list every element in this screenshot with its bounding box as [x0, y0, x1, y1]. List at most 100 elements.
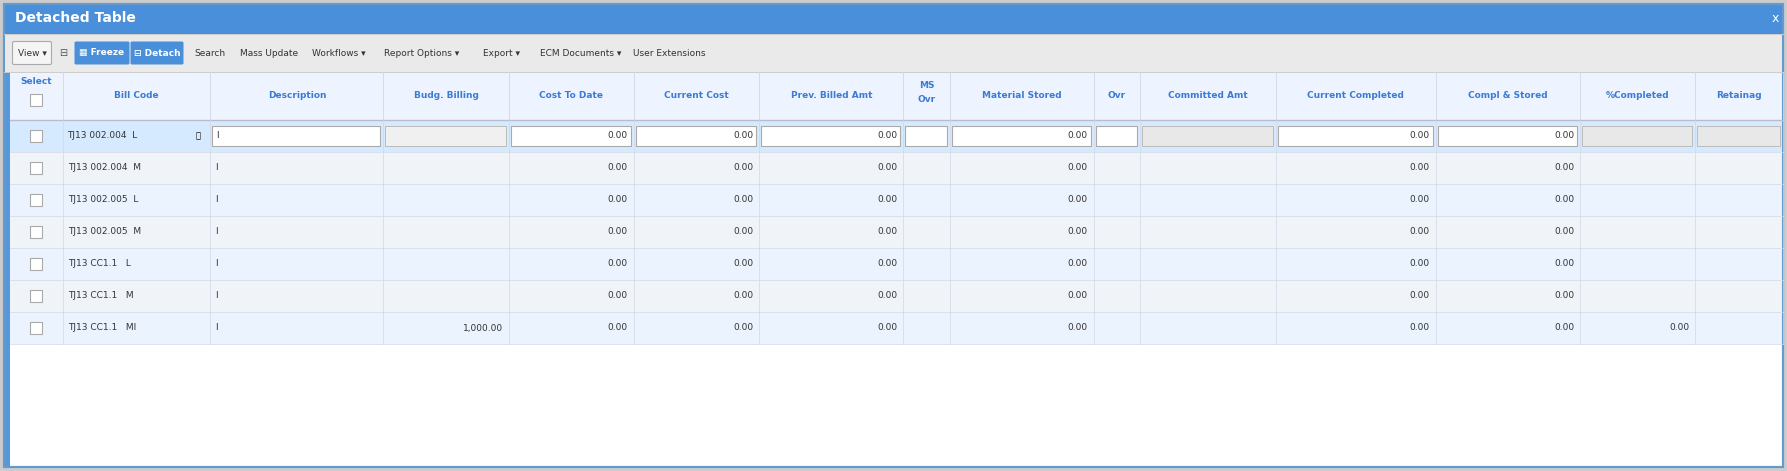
Bar: [1140, 72, 1276, 120]
Bar: [11, 120, 1783, 152]
Bar: [759, 72, 904, 120]
Text: 0.00: 0.00: [1410, 260, 1430, 268]
Text: Ovr: Ovr: [1108, 91, 1126, 100]
Bar: [4, 34, 1783, 72]
Text: 0.00: 0.00: [1555, 131, 1574, 140]
Bar: [11, 248, 1783, 280]
Text: 0.00: 0.00: [877, 163, 897, 172]
Text: TJ13 CC1.1   MI: TJ13 CC1.1 MI: [68, 324, 136, 333]
Bar: [949, 72, 1094, 120]
Text: Workflows ▾: Workflows ▾: [313, 49, 366, 57]
Text: Budg. Billing: Budg. Billing: [413, 91, 479, 100]
Bar: [1437, 72, 1580, 120]
FancyBboxPatch shape: [130, 41, 184, 65]
Text: I: I: [216, 163, 218, 172]
Text: Mass Update: Mass Update: [239, 49, 298, 57]
Bar: [30, 322, 43, 334]
Bar: [1142, 126, 1272, 146]
Text: 0.00: 0.00: [1067, 131, 1088, 140]
Text: ⊟ Detach: ⊟ Detach: [134, 49, 180, 57]
Text: Retainag: Retainag: [1716, 91, 1762, 100]
Text: Compl & Stored: Compl & Stored: [1469, 91, 1548, 100]
Text: 0.00: 0.00: [608, 324, 627, 333]
Text: 0.00: 0.00: [1067, 292, 1088, 300]
Text: ⊟: ⊟: [59, 48, 68, 58]
Text: Cost To Date: Cost To Date: [540, 91, 604, 100]
Bar: [63, 72, 211, 120]
Text: I: I: [216, 324, 218, 333]
Bar: [30, 258, 43, 270]
Text: TJ13 002.004  M: TJ13 002.004 M: [68, 163, 141, 172]
Text: TJ13 CC1.1   L: TJ13 CC1.1 L: [68, 260, 130, 268]
Text: Select: Select: [20, 78, 52, 87]
Bar: [30, 130, 43, 142]
Bar: [30, 194, 43, 206]
Bar: [636, 126, 756, 146]
Text: 0.00: 0.00: [733, 260, 754, 268]
Text: 🔍: 🔍: [197, 131, 200, 140]
Text: 0.00: 0.00: [733, 131, 754, 140]
Bar: [384, 72, 509, 120]
Text: 0.00: 0.00: [1555, 292, 1574, 300]
Bar: [1696, 72, 1783, 120]
Text: I: I: [216, 292, 218, 300]
Bar: [11, 72, 63, 120]
Bar: [1095, 126, 1137, 146]
Text: %Completed: %Completed: [1607, 91, 1669, 100]
Text: 0.00: 0.00: [608, 131, 627, 140]
Bar: [906, 126, 947, 146]
Text: I: I: [216, 227, 218, 236]
Bar: [30, 162, 43, 174]
Text: 0.00: 0.00: [608, 292, 627, 300]
Text: 0.00: 0.00: [1669, 324, 1689, 333]
Text: Current Cost: Current Cost: [665, 91, 729, 100]
Text: 0.00: 0.00: [1067, 260, 1088, 268]
Bar: [11, 312, 1783, 344]
Text: View ▾: View ▾: [18, 49, 46, 57]
Text: 0.00: 0.00: [1555, 324, 1574, 333]
Text: 0.00: 0.00: [733, 163, 754, 172]
Bar: [1698, 126, 1780, 146]
Text: 0.00: 0.00: [1067, 227, 1088, 236]
Bar: [386, 126, 506, 146]
Text: Description: Description: [268, 91, 327, 100]
Text: Detached Table: Detached Table: [14, 11, 136, 25]
Text: 0.00: 0.00: [877, 227, 897, 236]
Text: 0.00: 0.00: [733, 227, 754, 236]
Bar: [213, 126, 381, 146]
Text: TJ13 002.004  L: TJ13 002.004 L: [66, 131, 138, 140]
Text: Prev. Billed Amt: Prev. Billed Amt: [790, 91, 872, 100]
Bar: [952, 126, 1090, 146]
Text: Committed Amt: Committed Amt: [1169, 91, 1247, 100]
Text: 0.00: 0.00: [608, 163, 627, 172]
Text: 0.00: 0.00: [1410, 131, 1430, 140]
Bar: [761, 126, 901, 146]
Bar: [30, 226, 43, 238]
Text: 0.00: 0.00: [1410, 227, 1430, 236]
Text: 0.00: 0.00: [733, 195, 754, 204]
Text: 0.00: 0.00: [877, 292, 897, 300]
Text: 0.00: 0.00: [1555, 195, 1574, 204]
Text: 0.00: 0.00: [1067, 324, 1088, 333]
Text: Current Completed: Current Completed: [1308, 91, 1405, 100]
Bar: [11, 184, 1783, 216]
Text: 0.00: 0.00: [877, 131, 897, 140]
Text: 0.00: 0.00: [1410, 292, 1430, 300]
Text: 0.00: 0.00: [733, 324, 754, 333]
Bar: [211, 72, 384, 120]
Text: 0.00: 0.00: [877, 195, 897, 204]
Text: 0.00: 0.00: [1555, 260, 1574, 268]
Text: 0.00: 0.00: [608, 260, 627, 268]
Text: Report Options ▾: Report Options ▾: [384, 49, 459, 57]
Text: 0.00: 0.00: [733, 292, 754, 300]
Bar: [509, 72, 634, 120]
Text: Search: Search: [195, 49, 225, 57]
Bar: [634, 72, 759, 120]
Text: I: I: [216, 260, 218, 268]
FancyBboxPatch shape: [13, 41, 52, 65]
Text: 0.00: 0.00: [1410, 324, 1430, 333]
Text: x: x: [1771, 11, 1778, 24]
Text: 0.00: 0.00: [1555, 227, 1574, 236]
Text: 0.00: 0.00: [608, 227, 627, 236]
Text: TJ13 002.005  M: TJ13 002.005 M: [68, 227, 141, 236]
